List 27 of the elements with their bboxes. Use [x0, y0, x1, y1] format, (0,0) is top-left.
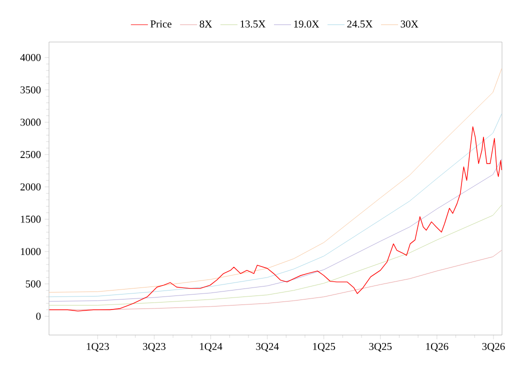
legend-label: 13.5X — [240, 20, 266, 28]
line-series — [49, 158, 502, 302]
legend-label: 24.5X — [347, 20, 373, 28]
y-tick-label: 500 — [26, 280, 41, 288]
line-series — [49, 68, 502, 293]
y-tick-label: 3500 — [20, 86, 41, 94]
y-tick-label: 1000 — [20, 248, 41, 256]
y-tick-label: 3000 — [20, 118, 41, 126]
legend-label: 19.0X — [294, 20, 320, 28]
y-tick-label: 1500 — [20, 216, 41, 223]
legend-label: 8X — [200, 20, 212, 28]
y-tick-label: 0 — [36, 312, 41, 320]
line-series — [49, 204, 502, 306]
x-tick-label: 3Q23 — [143, 342, 166, 352]
legend-label: 30X — [400, 20, 418, 28]
x-tick-label: 1Q24 — [200, 342, 222, 352]
x-tick-label: 3Q24 — [256, 342, 279, 352]
x-tick-label: 1Q26 — [426, 342, 448, 352]
y-tick-label: 2000 — [20, 183, 41, 190]
legend-label: Price — [150, 20, 172, 28]
y-tick-label: 4000 — [20, 54, 41, 62]
x-tick-label: 3Q26 — [482, 342, 505, 352]
x-tick-label: 3Q25 — [369, 342, 392, 352]
x-tick-label: 1Q23 — [86, 342, 109, 352]
y-tick-label: 2500 — [20, 151, 41, 158]
x-tick-label: 1Q25 — [313, 342, 336, 352]
line-series — [49, 250, 502, 310]
